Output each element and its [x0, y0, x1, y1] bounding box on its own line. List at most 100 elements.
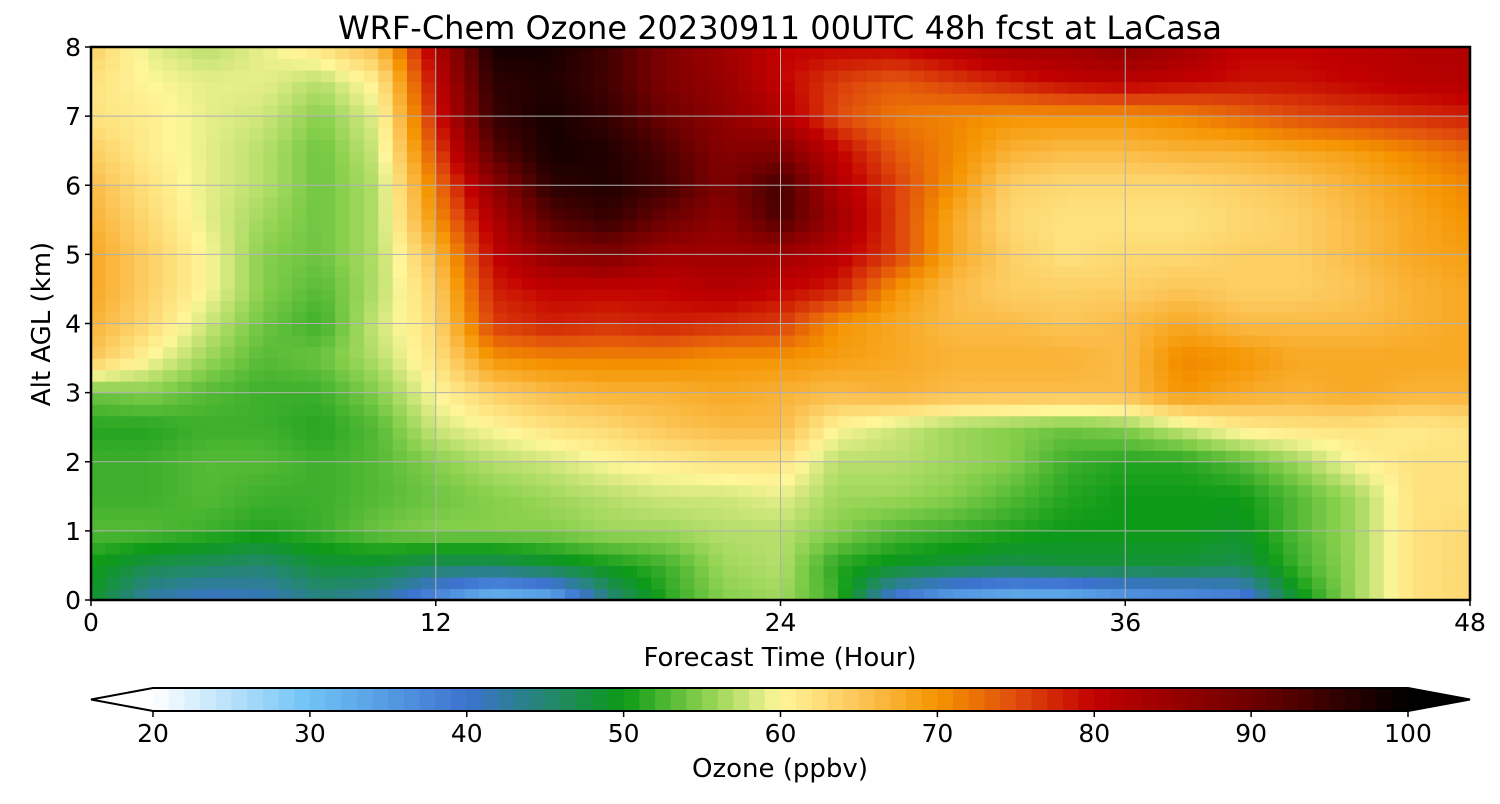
heatmap-cell	[1110, 381, 1126, 394]
y-tick-label: 0	[65, 586, 81, 615]
colorbar-segment	[529, 688, 546, 711]
heatmap-cell	[1268, 288, 1284, 302]
heatmap-cell	[794, 496, 810, 509]
heatmap-cell	[493, 335, 509, 348]
heatmap-cell	[435, 358, 451, 371]
heatmap-cell	[1441, 415, 1457, 428]
heatmap-cell	[464, 185, 480, 198]
heatmap-cell	[995, 404, 1011, 417]
heatmap-cell	[881, 265, 897, 279]
heatmap-cell	[378, 519, 394, 532]
heatmap-cell	[1426, 196, 1442, 209]
heatmap-cell	[191, 47, 207, 60]
heatmap-cell	[924, 173, 940, 186]
heatmap-cell	[694, 392, 710, 405]
heatmap-cell	[1412, 150, 1428, 163]
heatmap-cell	[1125, 116, 1141, 129]
heatmap-cell	[952, 231, 968, 244]
heatmap-cell	[1082, 265, 1098, 279]
heatmap-cell	[464, 461, 480, 474]
heatmap-cell	[1283, 553, 1299, 567]
heatmap-cell	[1355, 185, 1371, 198]
heatmap-cell	[1355, 553, 1371, 567]
heatmap-cell	[521, 93, 537, 106]
heatmap-cell	[91, 139, 106, 152]
heatmap-cell	[1398, 358, 1414, 371]
heatmap-cell	[608, 346, 624, 359]
heatmap-cell	[895, 335, 911, 348]
heatmap-cell	[1067, 58, 1083, 71]
heatmap-cell	[349, 47, 365, 60]
heatmap-cell	[1283, 565, 1299, 578]
heatmap-cell	[1096, 484, 1112, 497]
colorbar-segment	[341, 688, 358, 711]
heatmap-cell	[1369, 70, 1385, 83]
heatmap-cell	[1024, 473, 1040, 486]
heatmap-cell	[924, 70, 940, 83]
heatmap-cell	[579, 93, 595, 106]
heatmap-cell	[751, 496, 767, 509]
heatmap-cell	[708, 484, 724, 497]
heatmap-cell	[1039, 47, 1055, 60]
heatmap-cell	[263, 450, 279, 463]
heatmap-cell	[1153, 277, 1169, 290]
heatmap-cell	[493, 507, 509, 520]
heatmap-cell	[938, 162, 954, 175]
heatmap-cell	[1197, 369, 1213, 382]
heatmap-cell	[378, 553, 394, 567]
heatmap-cell	[134, 450, 150, 463]
heatmap-cell	[363, 576, 379, 590]
heatmap-cell	[1039, 173, 1055, 186]
heatmap-cell	[794, 358, 810, 371]
heatmap-cell	[1412, 47, 1428, 60]
heatmap-cell	[1182, 127, 1198, 140]
heatmap-cell	[550, 208, 566, 221]
heatmap-cell	[335, 242, 351, 255]
heatmap-cell	[1268, 265, 1284, 279]
heatmap-cell	[679, 265, 695, 279]
heatmap-cell	[1067, 254, 1083, 267]
heatmap-cell	[335, 265, 351, 279]
heatmap-cell	[1024, 104, 1040, 117]
heatmap-cell	[1412, 242, 1428, 255]
heatmap-cell	[866, 346, 882, 359]
heatmap-cell	[1268, 93, 1284, 106]
heatmap-cell	[1153, 219, 1169, 232]
heatmap-cell	[708, 47, 724, 60]
heatmap-cell	[1211, 346, 1227, 359]
heatmap-cell	[521, 219, 537, 232]
heatmap-cell	[766, 496, 782, 509]
colorbar-segment	[717, 688, 734, 711]
heatmap-cell	[320, 81, 336, 94]
heatmap-cell	[952, 185, 968, 198]
colorbar-tick-label: 50	[608, 719, 640, 748]
heatmap-cell	[363, 173, 379, 186]
heatmap-cell	[177, 553, 193, 567]
heatmap-cell	[1326, 519, 1342, 532]
heatmap-cell	[679, 231, 695, 244]
heatmap-cell	[335, 507, 351, 520]
heatmap-cell	[665, 93, 681, 106]
heatmap-cell	[579, 565, 595, 578]
heatmap-cell	[363, 473, 379, 486]
heatmap-cell	[895, 58, 911, 71]
heatmap-cell	[737, 196, 753, 209]
heatmap-cell	[751, 473, 767, 486]
heatmap-cell	[938, 450, 954, 463]
heatmap-cell	[593, 507, 609, 520]
heatmap-cell	[809, 162, 825, 175]
heatmap-cell	[636, 162, 652, 175]
heatmap-cell	[1096, 369, 1112, 382]
heatmap-cell	[134, 265, 150, 279]
heatmap-cell	[995, 311, 1011, 325]
heatmap-cell	[363, 127, 379, 140]
heatmap-cell	[1053, 254, 1069, 267]
heatmap-cell	[1412, 427, 1428, 440]
heatmap-cell	[823, 277, 839, 290]
heatmap-cell	[1297, 173, 1313, 186]
heatmap-cell	[1326, 369, 1342, 382]
heatmap-cell	[1254, 196, 1270, 209]
heatmap-cell	[91, 346, 106, 359]
heatmap-cell	[407, 346, 422, 359]
heatmap-cell	[1340, 242, 1356, 255]
